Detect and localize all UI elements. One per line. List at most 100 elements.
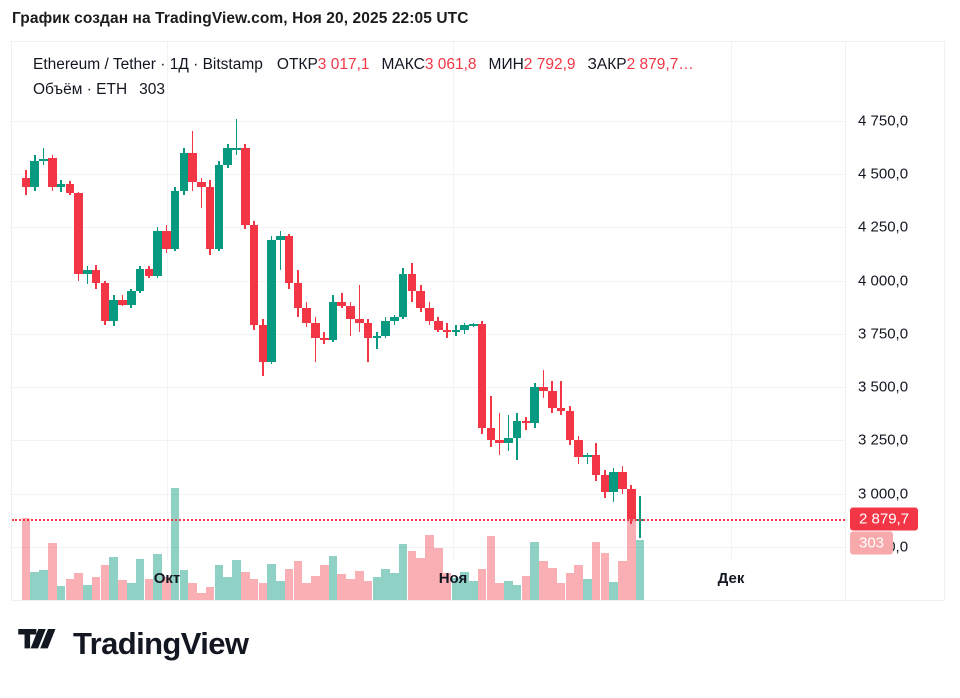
- gridline-h-0: [12, 120, 845, 122]
- candle-body: [126, 291, 136, 306]
- candle-wick: [586, 453, 589, 464]
- volume-bar: [504, 581, 513, 600]
- volume-bar: [65, 578, 75, 600]
- plot-area[interactable]: [12, 42, 845, 600]
- price-tick-label: 4 000,0: [858, 272, 909, 290]
- candle-body: [346, 306, 355, 319]
- candle-body: [381, 321, 390, 336]
- candle-body: [170, 190, 180, 249]
- candle-body: [258, 325, 268, 362]
- candle-body: [433, 321, 443, 330]
- chart-caption: График создан на TradingView.com, Ноя 20…: [12, 10, 469, 27]
- candle-body: [328, 301, 338, 341]
- candle-wick: [340, 293, 343, 309]
- candle-wick: [639, 495, 641, 539]
- candle-body: [39, 159, 48, 162]
- volume-bar: [565, 572, 575, 600]
- candle-wick: [376, 331, 378, 349]
- volume-bar: [381, 569, 390, 600]
- candle-wick: [349, 301, 352, 336]
- candle-body: [205, 186, 215, 249]
- volume-bar: [153, 554, 162, 600]
- candle-wick: [279, 231, 282, 270]
- candle-body: [100, 282, 110, 322]
- gridline-h-2: [12, 227, 845, 229]
- candle-body: [240, 148, 250, 226]
- volume-bar: [495, 583, 504, 600]
- candle-body: [390, 316, 399, 322]
- candle-wick: [542, 370, 545, 398]
- volume-bar: [91, 576, 101, 600]
- volume-bar: [83, 585, 92, 600]
- volume-bar: [416, 558, 425, 600]
- volume-bar: [635, 540, 645, 600]
- candle-body: [48, 157, 57, 187]
- last-price-line: [12, 519, 845, 522]
- gridline-h-6: [12, 440, 845, 442]
- price-axis[interactable]: 4 750,0 4 500,0 4 250,0 4 000,0 3 750,0 3 500…: [845, 42, 944, 600]
- time-axis[interactable]: Окт Ноя Дек: [12, 560, 845, 600]
- volume-bar: [48, 543, 57, 600]
- candle-body: [451, 329, 461, 332]
- candle-body: [583, 455, 592, 458]
- candle-body: [144, 268, 154, 277]
- volume-bar: [162, 576, 171, 600]
- last-price-badge[interactable]: 2 879,7: [850, 507, 919, 531]
- candle-body: [179, 152, 189, 191]
- candle-body: [188, 152, 197, 183]
- gridline-h-3: [12, 280, 845, 282]
- last-volume-badge[interactable]: 303: [850, 531, 894, 555]
- candle-wick: [42, 148, 45, 166]
- candle-body: [83, 269, 92, 275]
- candle-body: [504, 438, 513, 443]
- volume-bar: [591, 542, 601, 600]
- volume-bar: [293, 560, 303, 600]
- volume-bar: [21, 517, 31, 600]
- candle-body: [284, 235, 294, 283]
- volume-bar: [460, 572, 469, 600]
- candle-body: [600, 474, 610, 492]
- price-tick-label: 3 750,0: [858, 325, 909, 343]
- candle-body: [609, 472, 618, 492]
- tradingview-logo-icon: [18, 629, 56, 649]
- volume-bar: [355, 571, 364, 600]
- chart-panel: Ethereum / Tether · 1Д · Bitstamp ОТКР3 …: [11, 41, 945, 601]
- volume-bar: [126, 583, 136, 600]
- volume-bar: [267, 563, 276, 600]
- candle-body: [249, 225, 259, 326]
- candle-body: [618, 472, 627, 490]
- candle-body: [477, 324, 487, 428]
- candle-body: [276, 235, 285, 240]
- candle-body: [460, 325, 469, 330]
- candle-body: [574, 440, 583, 458]
- candle-body: [486, 427, 496, 441]
- candle-body: [214, 165, 224, 249]
- volume-bar: [39, 570, 48, 600]
- candle-body: [293, 282, 303, 309]
- gridline-h-8: [12, 547, 845, 548]
- candle-wick: [200, 178, 203, 209]
- volume-bar: [188, 583, 197, 600]
- volume-bar: [363, 581, 373, 600]
- time-tick-label: Ноя: [438, 570, 468, 587]
- volume-bar: [240, 572, 250, 600]
- price-tick-label: 3 500,0: [858, 378, 909, 396]
- volume-bar: [556, 583, 566, 600]
- volume-bar: [205, 586, 215, 600]
- volume-bar: [109, 557, 118, 600]
- price-tick-label: 4 500,0: [858, 165, 909, 183]
- candle-body: [267, 240, 276, 362]
- candle-body: [521, 421, 531, 424]
- gridline-h-5: [12, 387, 845, 389]
- volume-bar: [425, 534, 434, 600]
- volume-bar: [583, 579, 592, 600]
- volume-bar: [223, 576, 233, 600]
- volume-bar: [398, 544, 408, 600]
- volume-bar: [284, 569, 294, 600]
- volume-bar: [276, 581, 285, 600]
- candle-body: [30, 161, 40, 187]
- volume-bar: [232, 559, 241, 600]
- volume-bar: [328, 556, 338, 600]
- candle-body: [232, 148, 241, 150]
- candle-body: [425, 308, 434, 322]
